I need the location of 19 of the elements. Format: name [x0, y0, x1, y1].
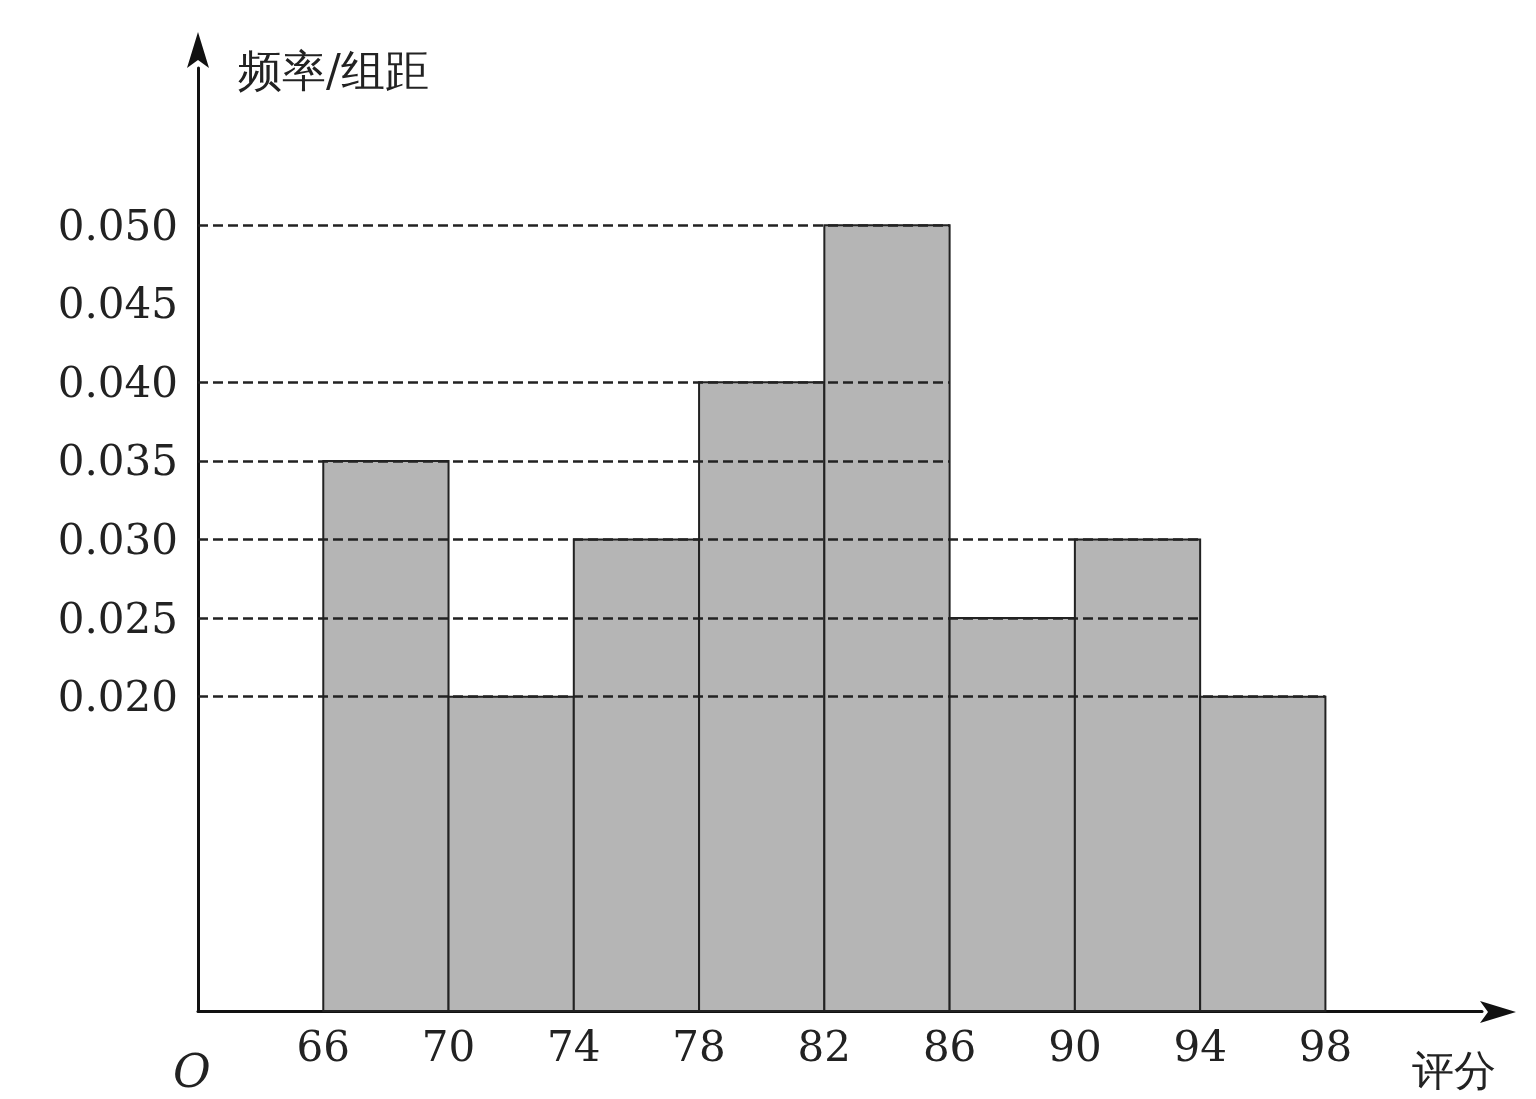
y-tick-label: 0.050	[57, 200, 178, 250]
x-tick-label: 74	[547, 1021, 601, 1071]
x-tick-label: 94	[1173, 1021, 1227, 1071]
x-tick-label: 66	[296, 1021, 350, 1071]
x-tick-label: 98	[1298, 1021, 1353, 1071]
x-tick-label: 70	[421, 1021, 476, 1071]
x-tick-label: 82	[797, 1021, 852, 1071]
y-tick-label: 0.025	[57, 593, 178, 643]
text: O	[173, 1044, 211, 1098]
y-axis-title: 频率/组距	[238, 44, 429, 96]
x-tick-label: 86	[922, 1021, 977, 1071]
x-axis-title: 评分	[1412, 1045, 1496, 1095]
x-tick-label: 78	[672, 1021, 726, 1071]
y-tick-label: 0.045	[57, 279, 178, 329]
y-tick-label: 0.030	[57, 515, 178, 564]
x-tick-label: 90	[1048, 1021, 1102, 1071]
y-tick-label: 0.040	[57, 357, 178, 407]
y-tick-label: 0.020	[57, 672, 178, 722]
y-tick-label: 0.035	[57, 436, 178, 486]
